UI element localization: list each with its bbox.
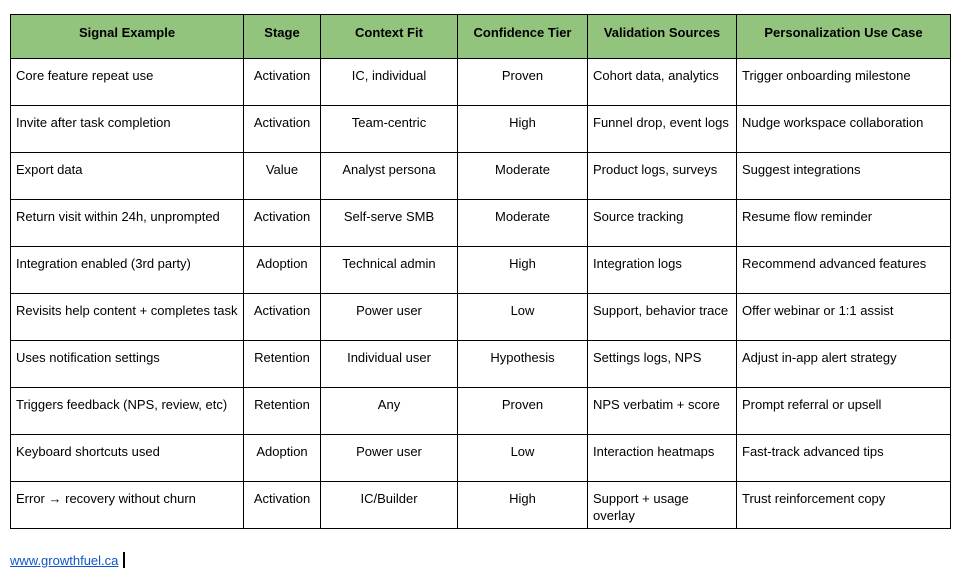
table-cell: Adjust in-app alert strategy: [736, 340, 951, 388]
table-cell: Support, behavior trace: [587, 293, 737, 341]
table-cell: Invite after task completion: [10, 105, 244, 153]
table-cell: Trust reinforcement copy: [736, 481, 951, 529]
table-body: Core feature repeat use Activation IC, ind…: [10, 58, 951, 529]
table-cell: High: [457, 481, 588, 529]
table-cell: Offer webinar or 1:1 assist: [736, 293, 951, 341]
table-cell: Moderate: [457, 199, 588, 247]
table-cell: Individual user: [320, 340, 458, 388]
table-cell: Moderate: [457, 152, 588, 200]
table-cell: Cohort data, analytics: [587, 58, 737, 106]
table-cell: Activation: [243, 293, 321, 341]
table-cell: Core feature repeat use: [10, 58, 244, 106]
table-cell: Uses notification settings: [10, 340, 244, 388]
table-cell: Adoption: [243, 246, 321, 294]
table-cell: Nudge workspace collaboration: [736, 105, 951, 153]
table-row: Keyboard shortcuts used Adoption Power use…: [10, 434, 951, 482]
table-row: Export data Value Analyst persona Moderate P…: [10, 152, 951, 200]
table-row: Invite after task completion Activation Te…: [10, 105, 951, 153]
table-cell: Revisits help content + completes task: [10, 293, 244, 341]
table-row: Error → recovery without churn Activation…: [10, 481, 951, 529]
table-cell: High: [457, 105, 588, 153]
table-cell: Activation: [243, 105, 321, 153]
table-cell: Self-serve SMB: [320, 199, 458, 247]
table-cell: Resume flow reminder: [736, 199, 951, 247]
table-cell: Power user: [320, 293, 458, 341]
table-cell: Adoption: [243, 434, 321, 482]
table-row: Uses notification settings Retention Indiv…: [10, 340, 951, 388]
table-cell: Error → recovery without churn: [10, 481, 244, 529]
table-cell: Product logs, surveys: [587, 152, 737, 200]
table-cell: Recommend advanced features: [736, 246, 951, 294]
table-cell: Integration enabled (3rd party): [10, 246, 244, 294]
column-header: Validation Sources: [587, 14, 737, 59]
table-cell: Integration logs: [587, 246, 737, 294]
table-cell: Fast-track advanced tips: [736, 434, 951, 482]
table-cell: Trigger onboarding milestone: [736, 58, 951, 106]
table-cell: Team-centric: [320, 105, 458, 153]
column-header: Context Fit: [320, 14, 458, 59]
table-cell: Low: [457, 434, 588, 482]
signals-table: Signal Example Stage Context Fit Confidence…: [10, 14, 951, 529]
table-cell: Retention: [243, 387, 321, 435]
table-header-row: Signal Example Stage Context Fit Confidence…: [10, 14, 951, 59]
table-cell: Suggest integrations: [736, 152, 951, 200]
table-cell: Triggers feedback (NPS, review, etc): [10, 387, 244, 435]
growthfuel-link[interactable]: www.growthfuel.ca: [10, 552, 119, 568]
table-cell: Export data: [10, 152, 244, 200]
table-cell: Funnel drop, event logs: [587, 105, 737, 153]
table-cell: Activation: [243, 199, 321, 247]
table-cell: Hypothesis: [457, 340, 588, 388]
table-cell: Return visit within 24h, unprompted: [10, 199, 244, 247]
table-cell: High: [457, 246, 588, 294]
table-cell: Proven: [457, 58, 588, 106]
table-row: Triggers feedback (NPS, review, etc) Rete…: [10, 387, 951, 435]
table-cell: Proven: [457, 387, 588, 435]
table-cell: IC/Builder: [320, 481, 458, 529]
table-cell: Interaction heatmaps: [587, 434, 737, 482]
table-row: Return visit within 24h, unprompted Activ…: [10, 199, 951, 247]
table-cell: Power user: [320, 434, 458, 482]
table-row: Integration enabled (3rd party) Adoption T…: [10, 246, 951, 294]
footer-line: www.growthfuel.ca: [10, 551, 126, 569]
column-header: Stage: [243, 14, 321, 59]
table-cell: Technical admin: [320, 246, 458, 294]
column-header: Signal Example: [10, 14, 244, 59]
table-cell: Low: [457, 293, 588, 341]
table-cell: Settings logs, NPS: [587, 340, 737, 388]
text-cursor: [123, 552, 126, 568]
table-cell: Retention: [243, 340, 321, 388]
table-cell: Activation: [243, 58, 321, 106]
table-row: Revisits help content + completes task Ac…: [10, 293, 951, 341]
table-cell: Analyst persona: [320, 152, 458, 200]
table-row: Core feature repeat use Activation IC, ind…: [10, 58, 951, 106]
table-cell: NPS verbatim + score: [587, 387, 737, 435]
table-cell: Value: [243, 152, 321, 200]
table-cell: IC, individual: [320, 58, 458, 106]
table-cell: Prompt referral or upsell: [736, 387, 951, 435]
table-cell: Support + usage overlay: [587, 481, 737, 529]
column-header: Confidence Tier: [457, 14, 588, 59]
table-cell: Activation: [243, 481, 321, 529]
table-cell: Keyboard shortcuts used: [10, 434, 244, 482]
table-cell: Source tracking: [587, 199, 737, 247]
column-header: Personalization Use Case: [736, 14, 951, 59]
table-cell: Any: [320, 387, 458, 435]
